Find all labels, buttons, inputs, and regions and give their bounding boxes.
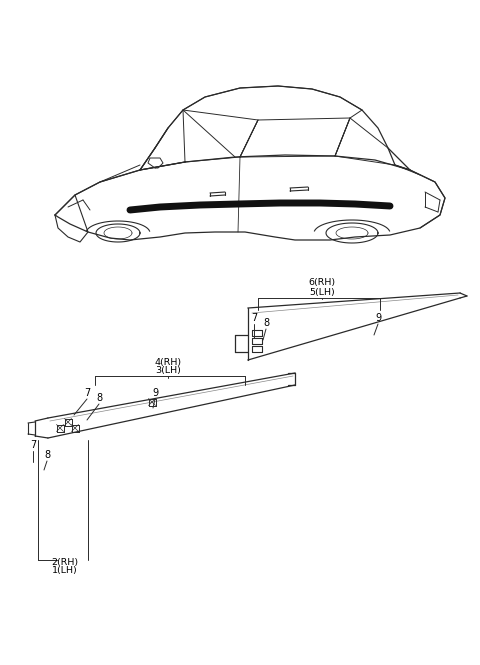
- Text: 6(RH): 6(RH): [309, 279, 336, 287]
- Text: 1(LH): 1(LH): [52, 567, 78, 575]
- Text: 9: 9: [375, 313, 381, 323]
- Text: 7: 7: [84, 388, 90, 398]
- Text: 5(LH): 5(LH): [309, 287, 335, 297]
- Text: 8: 8: [44, 450, 50, 460]
- Text: 9: 9: [152, 388, 158, 398]
- Text: 7: 7: [30, 440, 36, 450]
- Text: 3(LH): 3(LH): [155, 366, 181, 376]
- Text: 2(RH): 2(RH): [51, 557, 79, 567]
- Text: 8: 8: [263, 318, 269, 328]
- Text: 8: 8: [96, 393, 102, 403]
- Text: 4(RH): 4(RH): [155, 358, 181, 366]
- Text: 7: 7: [251, 313, 257, 323]
